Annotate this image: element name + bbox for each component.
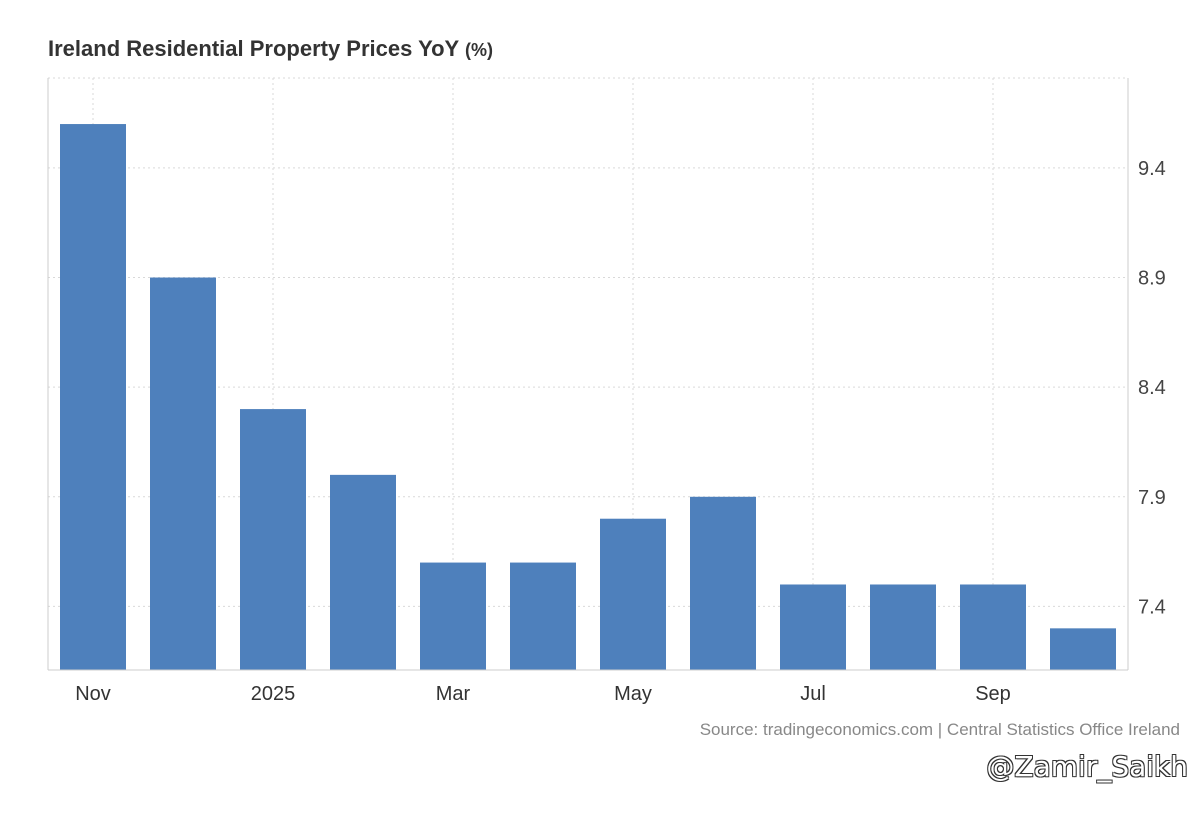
bar[interactable]: [420, 562, 486, 670]
x-axis-ticks: Nov 2025 Mar May Jul Sep: [75, 683, 1011, 705]
x-tick-label: Sep: [975, 683, 1011, 705]
y-tick-label: 7.4: [1138, 596, 1166, 618]
x-tick-label: Mar: [436, 683, 471, 705]
bar[interactable]: [600, 518, 666, 670]
chart-title-unit: (%): [464, 40, 493, 60]
chart-title-text: Ireland Residential Property Prices YoY: [48, 36, 459, 61]
x-tick-label: 2025: [251, 683, 296, 705]
bar[interactable]: [330, 474, 396, 670]
source-note: Source: tradingeconomics.com | Central S…: [699, 720, 1180, 739]
bar[interactable]: [1050, 628, 1116, 670]
bar[interactable]: [780, 584, 846, 670]
bar-chart: 9.4 8.9 8.4 7.9 7.4 Nov 2025 Mar May Jul Sep: [47, 77, 1166, 705]
bar[interactable]: [960, 584, 1026, 670]
x-tick-label: Jul: [800, 683, 826, 705]
bar[interactable]: [150, 277, 216, 670]
bar[interactable]: [870, 584, 936, 670]
bar[interactable]: [690, 496, 756, 670]
y-tick-label: 9.4: [1138, 158, 1166, 180]
y-tick-label: 7.9: [1138, 487, 1166, 509]
bar[interactable]: [60, 124, 126, 671]
y-tick-label: 8.4: [1138, 377, 1166, 399]
bar[interactable]: [240, 409, 306, 670]
x-tick-label: May: [614, 683, 652, 705]
y-axis-ticks: 9.4 8.9 8.4 7.9 7.4: [1138, 158, 1166, 619]
bar[interactable]: [510, 562, 576, 670]
x-tick-label: Nov: [75, 683, 111, 705]
axes: [47, 78, 1129, 671]
gridlines: [48, 77, 1128, 670]
bar-series: [60, 124, 1116, 671]
y-tick-label: 8.9: [1138, 268, 1166, 290]
chart-title: Ireland Residential Property Prices YoY …: [48, 36, 493, 62]
watermark: @Zamir_Saikh: [986, 750, 1188, 783]
